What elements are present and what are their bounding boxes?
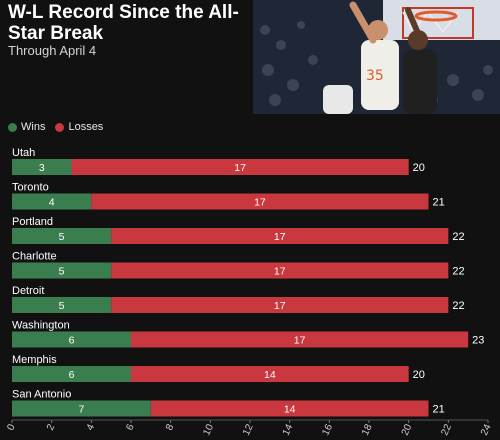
- wins-value-label: 6: [69, 369, 75, 381]
- jersey-number: 35: [366, 68, 384, 84]
- wins-value-label: 5: [59, 266, 65, 278]
- wins-value-label: 6: [69, 335, 75, 347]
- category-label: Memphis: [12, 354, 57, 366]
- losses-bar: [150, 400, 429, 417]
- total-value-label: 22: [452, 231, 464, 243]
- legend-label-wins: Wins: [21, 121, 46, 133]
- losses-value-label: 17: [234, 162, 246, 174]
- total-value-label: 21: [433, 197, 445, 209]
- x-tick-label: 16: [320, 422, 335, 437]
- x-tick-label: 8: [164, 422, 177, 432]
- wins-bar: [12, 228, 112, 244]
- losses-bar: [131, 331, 469, 348]
- x-tick-label: 18: [360, 422, 375, 437]
- losses-value-label: 14: [284, 404, 296, 416]
- wins-value-label: 5: [59, 300, 65, 312]
- legend-item-wins: Wins: [8, 121, 45, 133]
- x-tick-label: 20: [400, 422, 415, 437]
- losses-bar: [131, 366, 409, 382]
- losses-bar: [111, 228, 449, 244]
- legend-label-losses: Losses: [68, 121, 104, 133]
- wins-value-label: 4: [49, 197, 55, 209]
- chart-title: W-L Record Since the All-Star Break: [8, 2, 239, 44]
- wins-bar: [12, 400, 151, 417]
- legend-item-losses: Losses: [55, 121, 103, 133]
- wins-value-label: 3: [39, 162, 45, 174]
- x-tick-label: 2: [45, 422, 58, 432]
- losses-bar: [111, 297, 449, 313]
- losses-value-label: 17: [254, 197, 266, 209]
- wins-value-label: 7: [78, 404, 84, 416]
- category-label: San Antonio: [12, 389, 71, 401]
- x-tick-label: 14: [281, 422, 296, 437]
- chart-subtitle: Through April 4: [8, 43, 97, 58]
- x-tick-label: 0: [5, 422, 18, 432]
- wins-bar: [12, 331, 131, 348]
- total-value-label: 22: [452, 266, 464, 278]
- wins-bar: [12, 366, 131, 382]
- category-label: Utah: [12, 147, 35, 159]
- total-value-label: 23: [472, 335, 484, 347]
- x-tick-label: 6: [124, 422, 137, 432]
- total-value-label: 22: [452, 300, 464, 312]
- category-label: Washington: [12, 320, 70, 332]
- losses-value-label: 17: [274, 300, 286, 312]
- losses-value-label: 17: [274, 231, 286, 243]
- losses-swatch: [55, 122, 65, 132]
- total-value-label: 20: [413, 162, 425, 174]
- wins-bar: [12, 193, 92, 210]
- x-tick-label: 24: [479, 422, 494, 437]
- wins-swatch: [8, 122, 17, 132]
- category-label: Charlotte: [12, 251, 57, 263]
- losses-value-label: 14: [264, 369, 276, 381]
- wins-bar: [12, 297, 112, 313]
- x-tick-label: 10: [201, 422, 216, 437]
- total-value-label: 20: [413, 369, 425, 381]
- x-tick-label: 4: [85, 422, 98, 432]
- game-photo-illustration: 35: [253, 0, 500, 114]
- x-tick-label: 22: [439, 422, 454, 437]
- losses-bar: [111, 262, 449, 279]
- losses-bar: [91, 193, 429, 210]
- total-value-label: 21: [433, 404, 445, 416]
- game-photo: 35: [253, 0, 500, 114]
- chart-legend: Wins Losses: [8, 121, 113, 133]
- losses-bar: [71, 159, 409, 175]
- category-label: Toronto: [12, 182, 49, 194]
- x-tick-label: 12: [241, 422, 256, 437]
- wins-value-label: 5: [59, 231, 65, 243]
- category-label: Detroit: [12, 285, 44, 297]
- wins-bar: [12, 262, 112, 279]
- losses-value-label: 17: [274, 266, 286, 278]
- losses-value-label: 17: [294, 335, 306, 347]
- wins-bar: [12, 159, 72, 175]
- category-label: Portland: [12, 216, 53, 228]
